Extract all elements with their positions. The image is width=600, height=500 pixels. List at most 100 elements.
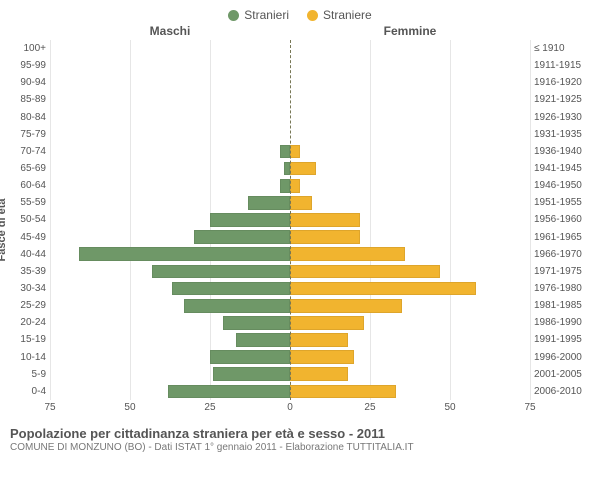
birth-label: 1916-1920 xyxy=(530,77,590,88)
age-label: 75-79 xyxy=(10,129,50,140)
age-label: 80-84 xyxy=(10,112,50,123)
birth-label: 2006-2010 xyxy=(530,386,590,397)
bar-female xyxy=(290,247,405,261)
pyramid-row: 85-89 1921-1925 xyxy=(10,91,590,108)
age-label: 10-14 xyxy=(10,352,50,363)
chart-rows: 100+≤ 191095-991911-191590-941916-192085… xyxy=(10,40,590,400)
birth-label: 1931-1935 xyxy=(530,129,590,140)
pyramid-row: 60-64 1946-1950 xyxy=(10,177,590,194)
pyramid-row: 90-94 1916-1920 xyxy=(10,74,590,91)
x-tick: 25 xyxy=(364,402,375,413)
age-label: 40-44 xyxy=(10,249,50,260)
age-label: 70-74 xyxy=(10,146,50,157)
pyramid-row: 10-14 1996-2000 xyxy=(10,349,590,366)
bar-male xyxy=(213,367,290,381)
center-line xyxy=(290,40,291,400)
bar-male xyxy=(236,333,290,347)
age-label: 0-4 xyxy=(10,386,50,397)
bar-male xyxy=(168,385,290,399)
bar-male xyxy=(152,265,290,279)
bar-female xyxy=(290,367,348,381)
age-label: 20-24 xyxy=(10,317,50,328)
age-label: 50-54 xyxy=(10,214,50,225)
birth-label: 1936-1940 xyxy=(530,146,590,157)
birth-label: 1966-1970 xyxy=(530,249,590,260)
bar-female xyxy=(290,299,402,313)
birth-label: 1911-1915 xyxy=(530,60,590,71)
birth-label: 1981-1985 xyxy=(530,300,590,311)
pyramid-row: 5-9 2001-2005 xyxy=(10,366,590,383)
pyramid-row: 55-59 1951-1955 xyxy=(10,194,590,211)
age-label: 65-69 xyxy=(10,163,50,174)
pyramid-row: 95-99 1911-1915 xyxy=(10,57,590,74)
pyramid-row: 20-241986-1990 xyxy=(10,314,590,331)
bar-female xyxy=(290,145,300,159)
bar-male xyxy=(194,230,290,244)
chart-subtitle: COMUNE DI MONZUNO (BO) - Dati ISTAT 1° g… xyxy=(10,442,590,453)
bar-female xyxy=(290,196,312,210)
pyramid-row: 50-54 1956-1960 xyxy=(10,211,590,228)
header-male: Maschi xyxy=(50,24,290,38)
pyramid-row: 0-4 2006-2010 xyxy=(10,383,590,400)
birth-label: 1926-1930 xyxy=(530,112,590,123)
pyramid-row: 40-44 1966-1970 xyxy=(10,246,590,263)
bar-female xyxy=(290,316,364,330)
age-label: 25-29 xyxy=(10,300,50,311)
birth-label: 1941-1945 xyxy=(530,163,590,174)
pyramid-row: 15-191991-1995 xyxy=(10,331,590,348)
bar-male xyxy=(172,282,290,296)
age-label: 90-94 xyxy=(10,77,50,88)
birth-label: 1921-1925 xyxy=(530,94,590,105)
birth-label: ≤ 1910 xyxy=(530,43,590,54)
birth-label: 1996-2000 xyxy=(530,352,590,363)
bar-female xyxy=(290,350,354,364)
x-axis: 7550250255075 xyxy=(50,400,530,420)
bar-male xyxy=(210,350,290,364)
birth-label: 1961-1965 xyxy=(530,232,590,243)
birth-label: 1971-1975 xyxy=(530,266,590,277)
bar-female xyxy=(290,179,300,193)
bar-female xyxy=(290,282,476,296)
pyramid-row: 75-79 1931-1935 xyxy=(10,126,590,143)
age-label: 5-9 xyxy=(10,369,50,380)
bar-male xyxy=(79,247,290,261)
age-label: 85-89 xyxy=(10,94,50,105)
chart-title: Popolazione per cittadinanza straniera p… xyxy=(10,426,590,441)
pyramid-row: 25-29 1981-1985 xyxy=(10,297,590,314)
chart-footer: Popolazione per cittadinanza straniera p… xyxy=(10,426,590,453)
pyramid-row: 80-84 1926-1930 xyxy=(10,109,590,126)
legend-item-male: Stranieri xyxy=(228,8,289,22)
age-label: 35-39 xyxy=(10,266,50,277)
bar-male xyxy=(210,213,290,227)
age-label: 60-64 xyxy=(10,180,50,191)
x-tick: 25 xyxy=(204,402,215,413)
age-label: 15-19 xyxy=(10,334,50,345)
birth-label: 1946-1950 xyxy=(530,180,590,191)
header-female: Femmine xyxy=(290,24,530,38)
bar-male xyxy=(248,196,290,210)
pyramid-row: 30-34 1976-1980 xyxy=(10,280,590,297)
birth-label: 1976-1980 xyxy=(530,283,590,294)
x-tick: 75 xyxy=(524,402,535,413)
legend-label-female: Straniere xyxy=(323,8,372,22)
age-label: 55-59 xyxy=(10,197,50,208)
pyramid-row: 45-49 1961-1965 xyxy=(10,229,590,246)
bar-female xyxy=(290,162,316,176)
birth-label: 2001-2005 xyxy=(530,369,590,380)
x-tick: 75 xyxy=(44,402,55,413)
bar-female xyxy=(290,265,440,279)
bar-male xyxy=(280,145,290,159)
age-label: 30-34 xyxy=(10,283,50,294)
bar-female xyxy=(290,333,348,347)
bar-female xyxy=(290,213,360,227)
pyramid-row: 65-69 1941-1945 xyxy=(10,160,590,177)
birth-label: 1951-1955 xyxy=(530,197,590,208)
swatch-female xyxy=(307,10,318,21)
column-headers: Maschi Femmine xyxy=(10,24,590,38)
bar-female xyxy=(290,385,396,399)
age-label: 95-99 xyxy=(10,60,50,71)
pyramid-chart: Fasce di età Anni di nascita 100+≤ 19109… xyxy=(10,40,590,420)
x-tick: 50 xyxy=(444,402,455,413)
birth-label: 1956-1960 xyxy=(530,214,590,225)
age-label: 45-49 xyxy=(10,232,50,243)
